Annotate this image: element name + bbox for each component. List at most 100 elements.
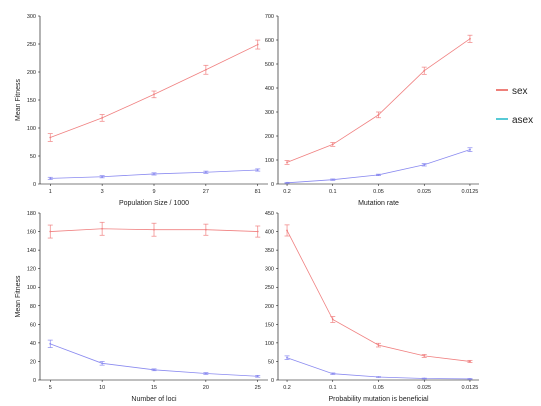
y-tick-label: 300 [27,14,36,20]
chart-panel-3: 0 20 40 60 80 100 120 140 160 180 5 10 15 20 25 Number … [15,211,268,403]
data-point-sex [204,68,207,71]
y-tick-label: 100 [27,126,36,132]
data-point-asex [204,372,207,375]
data-point-asex [153,173,155,175]
x-tick-label: 0.1 [329,189,337,195]
y-tick-label: 100 [265,341,274,347]
data-point-asex [101,362,104,365]
y-tick-label: 160 [27,230,36,236]
x-tick-label: 25 [255,385,261,391]
y-tick-label: 700 [265,14,274,20]
y-tick-label: 0 [271,182,274,188]
x-tick-label: 20 [203,385,209,391]
x-tick-label: 0.025 [417,385,431,391]
data-point-sex [153,93,155,96]
x-tick-label: 9 [152,189,155,195]
y-tick-label: 100 [265,158,274,164]
legend-sex-label: sex [512,86,528,97]
series-line-asex [286,357,470,380]
data-point-sex [204,228,207,231]
y-tick-label: 250 [265,285,274,291]
data-point-asex [153,368,155,371]
data-point-asex [49,177,52,180]
x-tick-label: 3 [101,189,104,195]
data-point-sex [256,43,259,46]
x-tick-label: 10 [99,385,105,391]
y-tick-label: 0 [271,378,274,384]
data-point-sex [153,228,155,231]
data-point-sex [101,227,104,230]
data-point-sex [469,360,471,363]
data-point-asex [49,342,52,345]
y-tick-label: 120 [27,267,36,273]
y-tick-label: 150 [27,98,36,104]
legend: sex asex [496,86,533,126]
x-axis-label: Probability mutation is beneficial [329,396,429,403]
y-tick-label: 60 [30,322,36,328]
x-tick-label: 0.2 [283,385,291,391]
data-point-asex [286,181,288,184]
data-point-sex [423,69,426,72]
y-tick-label: 100 [27,285,36,291]
x-axis-label: Population Size / 1000 [119,200,189,207]
x-tick-label: 0.2 [283,189,291,195]
x-axis-label: Number of loci [131,396,177,403]
x-tick-label: 0.1 [329,385,337,391]
data-point-asex [331,178,334,181]
y-tick-label: 150 [265,322,274,328]
y-tick-label: 400 [265,86,274,92]
y-tick-label: 500 [265,62,274,68]
data-point-sex [286,161,288,164]
y-tick-label: 50 [30,154,36,160]
x-tick-label: 81 [255,189,261,195]
x-tick-label: 27 [203,189,209,195]
x-tick-label: 5 [49,385,52,391]
data-point-sex [101,117,104,119]
chart-panel-2: 0 100 200 300 400 500 600 700 0.2 0.1 0.05 0.025 0.0… [265,14,479,207]
data-point-asex [256,169,259,171]
y-tick-label: 350 [265,248,274,254]
chart-panel-1: 0 50 100 150 200 250 300 1 3 9 27 81 Population Size… [15,14,268,207]
x-axis-label: Mutation rate [358,200,399,207]
data-point-asex [256,375,259,378]
series-line-asex [50,343,258,377]
data-point-sex [49,230,52,233]
data-point-asex [377,376,380,378]
data-point-sex [256,230,259,233]
data-point-asex [204,171,207,174]
chart-panel-4: 0 50 100 150 200 250 300 350 400 450 0.2 0.1 0.05 0.0… [265,211,479,403]
y-tick-label: 200 [265,134,274,140]
data-point-asex [469,148,471,151]
y-tick-label: 600 [265,38,274,44]
y-tick-label: 0 [33,378,36,384]
data-point-asex [423,163,426,166]
data-point-sex [469,37,471,40]
y-tick-label: 80 [30,304,36,310]
series-line-sex [286,230,471,362]
data-point-sex [377,113,380,116]
data-point-asex [331,372,334,375]
series-line-sex [286,38,471,163]
y-tick-label: 450 [265,211,274,217]
data-point-sex [331,318,334,321]
series-line-asex [287,149,471,184]
data-point-sex [331,143,334,146]
y-tick-label: 50 [268,359,274,365]
x-tick-label: 0.05 [373,385,384,391]
x-tick-label: 0.0125 [462,385,479,391]
x-tick-label: 1 [49,189,52,195]
data-point-sex [377,344,380,347]
y-tick-label: 40 [30,341,36,347]
y-axis-label: Mean Fitness [15,78,22,121]
y-tick-label: 20 [30,359,36,365]
x-tick-label: 0.025 [417,189,431,195]
y-tick-label: 0 [33,182,36,188]
y-tick-label: 250 [27,42,36,48]
data-point-asex [101,175,104,178]
data-point-asex [423,377,426,380]
data-point-sex [286,229,288,232]
y-axis-label: Mean Fitness [15,275,22,318]
data-point-sex [49,136,52,139]
